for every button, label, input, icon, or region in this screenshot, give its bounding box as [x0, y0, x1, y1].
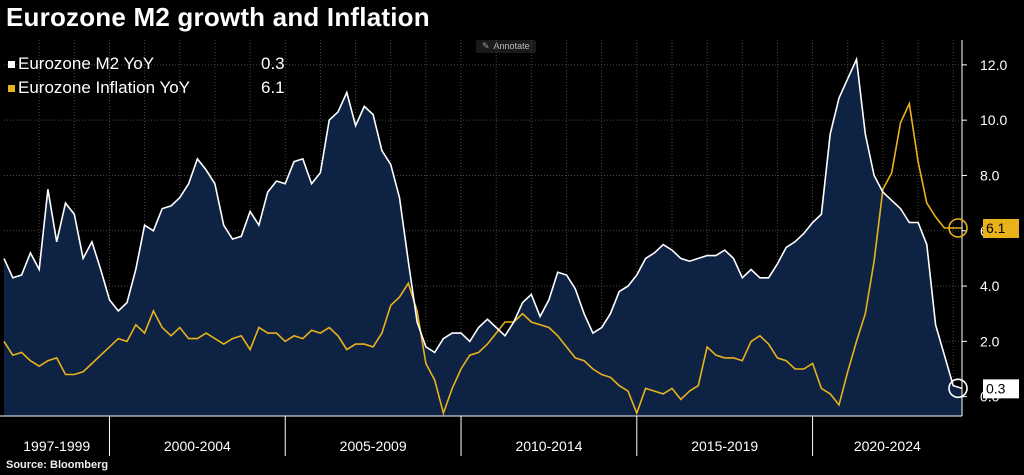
inflation-line — [3, 100, 962, 416]
y-tick-label: 2.0 — [980, 333, 1000, 349]
y-tick-label: 10.0 — [980, 112, 1007, 128]
legend-value-inflation: 6.1 — [261, 78, 285, 97]
legend-value-m2: 0.3 — [261, 54, 285, 73]
m2-end-badge — [983, 379, 1019, 399]
legend-swatch-m2 — [8, 60, 15, 68]
m2-end-label: 0.3 — [986, 380, 1006, 396]
inflation-end-circle — [948, 218, 968, 238]
y-tick-label: 12.0 — [980, 57, 1007, 73]
x-period-label: 2005-2009 — [340, 438, 407, 454]
legend-swatch-inflation — [8, 84, 15, 92]
x-period-label: 2010-2014 — [515, 438, 582, 454]
x-period-label: 2020-2024 — [854, 438, 921, 454]
legend: Eurozone M2 YoY 0.3 Eurozone Inflation Y… — [8, 52, 285, 100]
legend-item-m2[interactable]: Eurozone M2 YoY 0.3 — [8, 52, 285, 76]
x-period-label: 2000-2004 — [164, 438, 231, 454]
m2-end-circle — [948, 378, 968, 399]
inflation-end-badge — [983, 219, 1019, 238]
m2-line — [3, 56, 963, 390]
m2-area-fill — [4, 59, 962, 417]
legend-label-inflation: Eurozone Inflation YoY — [18, 78, 191, 97]
x-period-label: 2015-2019 — [691, 438, 758, 454]
source-note: Source: Bloomberg — [6, 459, 109, 471]
legend-item-inflation[interactable]: Eurozone Inflation YoY 6.1 — [8, 76, 285, 100]
inflation-end-label: 6.1 — [986, 220, 1006, 236]
legend-label-m2: Eurozone M2 YoY — [18, 54, 155, 73]
chart-title: Eurozone M2 growth and Inflation — [6, 2, 430, 32]
y-tick-label: 8.0 — [980, 167, 1000, 183]
annotate-button[interactable]: ✎ Annotate — [476, 40, 536, 53]
pencil-icon: ✎ — [482, 41, 490, 51]
x-period-label: 1997-1999 — [23, 438, 90, 454]
end-markers: 6.1 0.3 — [948, 218, 1019, 399]
y-tick-label: 4.0 — [980, 278, 1000, 294]
annotate-label: Annotate — [493, 41, 530, 51]
